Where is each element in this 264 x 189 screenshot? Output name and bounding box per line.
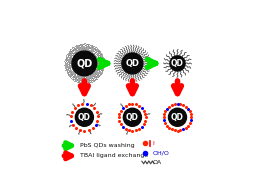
Circle shape (122, 53, 143, 74)
Text: QD: QD (76, 58, 92, 68)
Circle shape (123, 108, 142, 126)
Circle shape (168, 108, 187, 126)
Text: I: I (153, 141, 155, 146)
Text: QD: QD (125, 59, 139, 68)
Text: PbS QDs washing: PbS QDs washing (80, 143, 135, 148)
Text: OA: OA (153, 160, 162, 165)
Text: QD: QD (171, 59, 184, 68)
Text: QD: QD (78, 113, 91, 122)
Text: QD: QD (126, 113, 139, 122)
Circle shape (170, 56, 185, 71)
Text: QD: QD (171, 113, 184, 122)
Circle shape (72, 51, 97, 76)
Text: OH/O: OH/O (153, 150, 170, 155)
Text: TBAI ligand exchange: TBAI ligand exchange (80, 153, 148, 158)
Circle shape (75, 108, 93, 126)
